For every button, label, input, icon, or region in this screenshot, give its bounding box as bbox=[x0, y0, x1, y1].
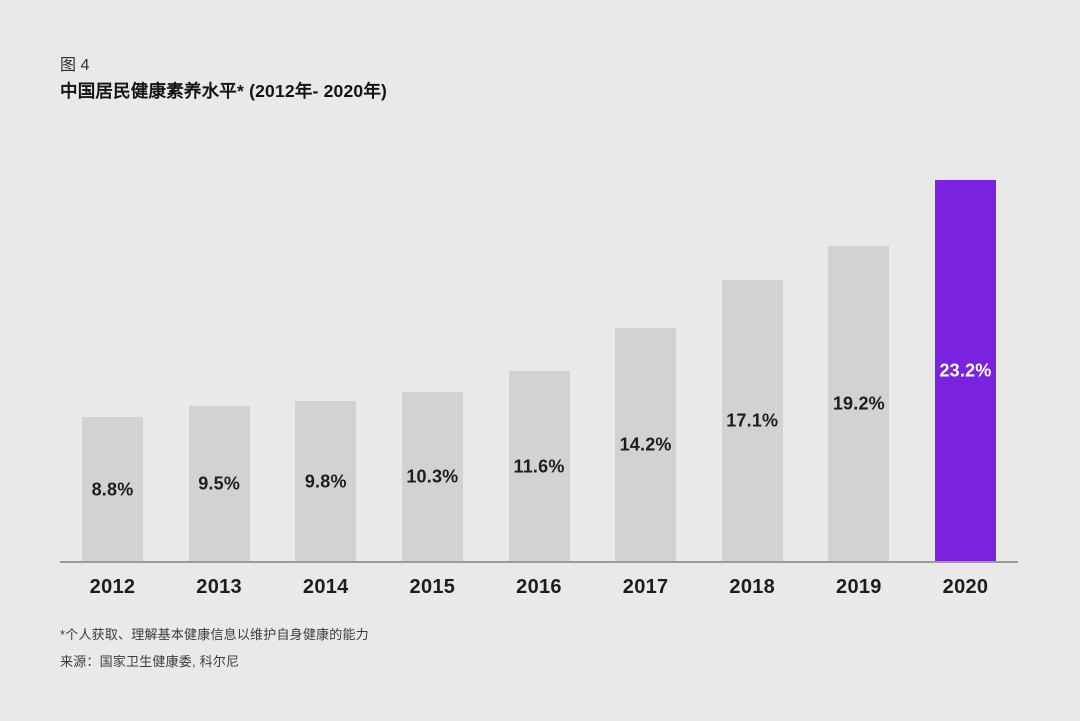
bar-value-label: 9.5% bbox=[198, 473, 241, 494]
bar-highlighted: 23.2% bbox=[935, 180, 996, 562]
bar-group: 11.6% 2016 bbox=[508, 371, 570, 598]
x-tick-label: 2016 bbox=[516, 576, 562, 598]
bar-value-label: 14.2% bbox=[619, 434, 672, 455]
bar-value-label: 23.2% bbox=[939, 360, 992, 381]
bar-value-label: 11.6% bbox=[513, 456, 565, 476]
bar: 9.8% bbox=[295, 401, 357, 562]
bar-group: 8.8% 2012 bbox=[82, 417, 143, 598]
footnote: *个人获取、理解基本健康信息以维护自身健康的能力 bbox=[60, 627, 369, 642]
figure-header: 图 4 中国居民健康素养水平* (2012年- 2020年) bbox=[60, 54, 387, 105]
bar-group: 17.1% 2018 bbox=[721, 280, 783, 598]
bar: 17.1% bbox=[721, 280, 783, 562]
x-tick-label: 2019 bbox=[836, 576, 882, 598]
bar: 8.8% bbox=[82, 417, 143, 562]
figure-label: 图 4 bbox=[60, 57, 90, 74]
bar-value-label: 10.3% bbox=[406, 466, 459, 487]
x-axis-line bbox=[60, 561, 1018, 563]
bar-value-label: 19.2% bbox=[832, 393, 885, 414]
x-tick-label: 2013 bbox=[196, 576, 242, 598]
x-tick-label: 2015 bbox=[409, 576, 456, 598]
bar-group: 23.2% 2020 bbox=[935, 180, 996, 598]
bar: 19.2% bbox=[828, 246, 890, 562]
x-tick-label: 2014 bbox=[302, 576, 349, 598]
bar-value-label: 9.8% bbox=[304, 471, 347, 491]
bar-value-label: 8.8% bbox=[91, 479, 134, 499]
x-tick-label: 2017 bbox=[622, 576, 669, 598]
bar: 10.3% bbox=[401, 392, 463, 562]
bar: 11.6% bbox=[508, 371, 570, 562]
bar-group: 10.3% 2015 bbox=[401, 392, 463, 598]
x-tick-label: 2020 bbox=[942, 576, 989, 598]
x-tick-label: 2018 bbox=[729, 576, 776, 598]
footnotes: *个人获取、理解基本健康信息以维护自身健康的能力 来源：国家卫生健康委, 科尔尼 bbox=[60, 621, 369, 675]
bar-value-label: 17.1% bbox=[726, 410, 779, 431]
bar: 14.2% bbox=[615, 328, 677, 562]
bar-chart: 8.8% 2012 9.5% 2013 9.8% 2014 10.3% 2015 11.6% 20… bbox=[60, 180, 1018, 598]
bar-group: 9.5% 2013 bbox=[188, 406, 250, 598]
bar-group: 14.2% 2017 bbox=[615, 328, 677, 598]
bar-group: 19.2% 2019 bbox=[828, 246, 890, 598]
bar-group: 9.8% 2014 bbox=[295, 401, 357, 598]
bar: 9.5% bbox=[188, 406, 250, 562]
x-tick-label: 2012 bbox=[89, 576, 136, 598]
source-note: 来源：国家卫生健康委, 科尔尼 bbox=[60, 654, 240, 669]
figure-title: 中国居民健康素养水平* (2012年- 2020年) bbox=[60, 81, 388, 101]
